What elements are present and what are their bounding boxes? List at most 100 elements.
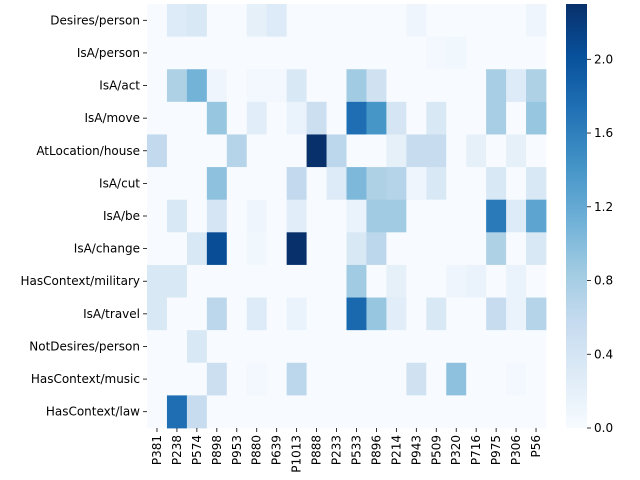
heatmap-cell [386,101,407,135]
heatmap-cell [346,232,367,266]
heatmap-cell [366,4,387,38]
row-label: IsA/cut [99,176,140,190]
heatmap-cell [166,69,188,103]
heatmap-cell [526,297,547,331]
heatmap-cell [346,4,367,38]
heatmap-cell [426,69,447,103]
heatmap-cell [166,134,188,168]
heatmap-cell [446,101,467,135]
row-label: HasContext/music [31,372,140,386]
heatmap-cell [286,36,307,70]
heatmap-cell [426,297,447,331]
heatmap-cell [206,167,228,201]
colorbar-tick-label: 1.6 [594,126,613,140]
heatmap-cell [226,264,248,298]
heatmap-cell [346,264,367,298]
heatmap-cell [326,362,347,396]
heatmap-cell [466,167,487,201]
heatmap-cell [386,36,407,70]
heatmap-cell [326,36,347,70]
heatmap-cell [286,167,307,201]
row-label: IsA/act [99,79,140,93]
heatmap-cell [486,199,507,233]
heatmap-cell [466,395,487,429]
heatmap-cell [526,134,547,168]
heatmap-cell [506,395,527,429]
heatmap-cell [446,199,467,233]
colorbar-tick-label: 2.0 [594,52,613,66]
heatmap-cell [326,264,347,298]
heatmap-cell [366,395,387,429]
heatmap-cell [426,362,447,396]
heatmap-cell [526,167,547,201]
heatmap-cell [306,69,327,103]
heatmap-cell [246,69,268,103]
heatmap-cell [466,4,487,38]
heatmap-cell [526,232,547,266]
column-label: P509 [429,435,443,465]
row-label: HasContext/military [21,274,140,288]
heatmap-cell [346,69,367,103]
heatmap-cell [286,297,307,331]
heatmap-cell [286,4,307,38]
heatmap-cell [326,297,347,331]
heatmap-cell [346,362,367,396]
heatmap-cell [306,167,327,201]
heatmap-cell [186,69,208,103]
column-label: P1013 [290,435,304,473]
heatmap-cell [326,232,347,266]
heatmap-cell [266,330,288,364]
heatmap-cell [147,395,168,429]
heatmap-cell [206,330,228,364]
heatmap-cell [226,69,248,103]
heatmap-cell [406,330,427,364]
heatmap-cell [206,297,228,331]
heatmap-cell [386,134,407,168]
column-label: P639 [270,435,284,465]
heatmap-cell [186,167,208,201]
column-label: P214 [389,435,403,465]
heatmap-cell [466,134,487,168]
heatmap-cell [266,362,288,396]
heatmap-cell [486,362,507,396]
heatmap-cell [266,36,288,70]
heatmap-cell [226,362,248,396]
heatmap-cell [246,4,268,38]
heatmap-cell [346,101,367,135]
heatmap-cell [486,36,507,70]
heatmap-cell [406,134,427,168]
column-label: P943 [409,435,423,465]
heatmap-cell [466,297,487,331]
heatmap-cell [346,36,367,70]
row-label: IsA/person [77,46,140,60]
heatmap-cell [426,199,447,233]
column-label: P238 [170,435,184,465]
heatmap-cell [226,36,248,70]
colorbar-tick-label: 0.8 [594,274,613,288]
heatmap-cell [346,330,367,364]
heatmap-cell [266,199,288,233]
heatmap-cell [526,264,547,298]
heatmap-cell [286,395,307,429]
column-label: P975 [489,435,503,465]
heatmap-cell [306,395,327,429]
heatmap-cell [147,297,168,331]
heatmap-cell [446,330,467,364]
heatmap-cell [226,395,248,429]
heatmap-cell [306,134,327,168]
heatmap-cell [426,101,447,135]
heatmap-cell [366,134,387,168]
heatmap-cell [246,199,268,233]
heatmap-cell [486,395,507,429]
column-labels: P381 P238 P574 P898 P953 P880 P639 P1013 P888 P23… [150,428,543,473]
heatmap-cell [206,101,228,135]
heatmap-cell [246,232,268,266]
heatmap-cell [226,4,248,38]
heatmap-cell [166,4,188,38]
heatmap-cell [166,232,188,266]
heatmap-cell [466,330,487,364]
heatmap-cell [406,395,427,429]
heatmap-cell [186,330,208,364]
heatmap-cell [506,199,527,233]
heatmap-cell [386,395,407,429]
